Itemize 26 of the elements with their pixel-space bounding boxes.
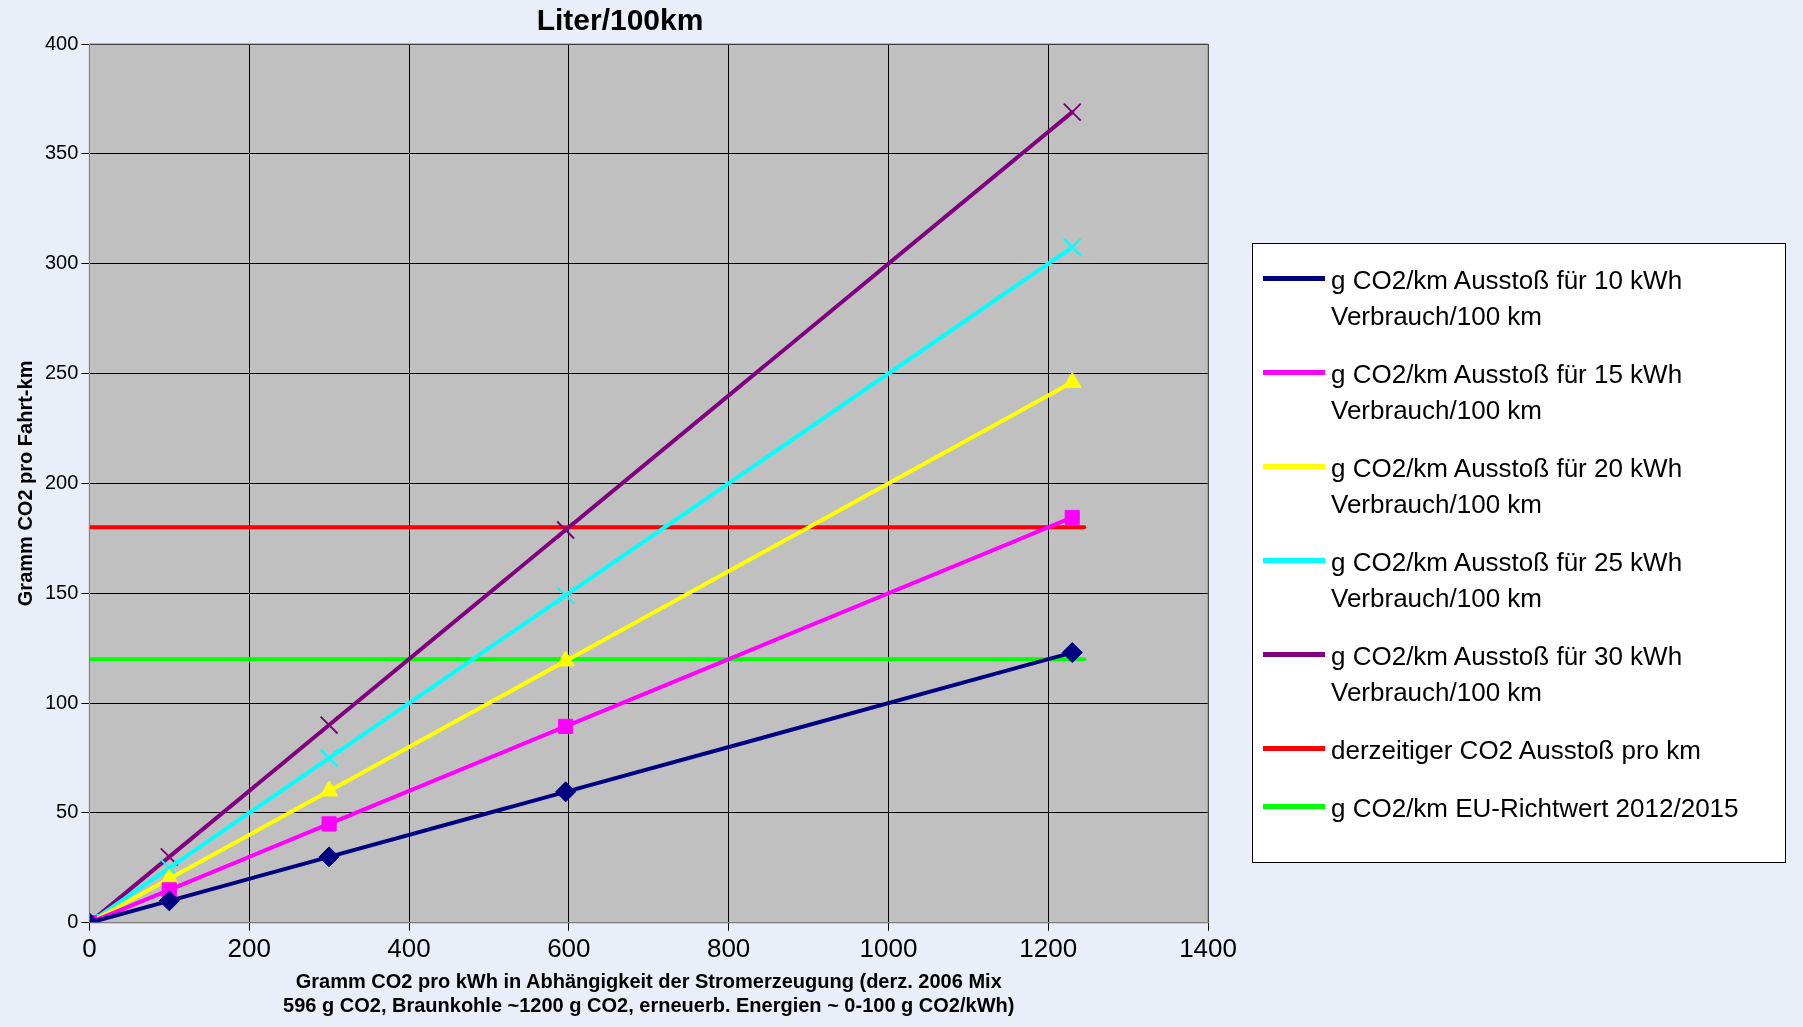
y-tick-label: 300 <box>44 251 79 274</box>
x-tick-label: 1400 <box>1179 932 1237 963</box>
x-axis-title: Gramm CO2 pro kWh in Abhängigkeit der Stromerzeugung (derz. 2006 Mix 596 g CO2, Braunkohle ~1200 g CO2, erneuerb. Energien ~ 0-100 g CO2/kWh) <box>283 969 1015 1016</box>
legend-label: derzeitiger CO2 Ausstoß pro km <box>1331 734 1701 767</box>
legend-label: g CO2/km EU-Richtwert 2012/2015 <box>1331 792 1739 825</box>
y-tick-label: 50 <box>56 800 79 823</box>
legend-label: g CO2/km Ausstoß für 25 kWh Verbrauch/100 km <box>1331 546 1684 615</box>
legend-label: g CO2/km Ausstoß für 15 kWh Verbrauch/100 km <box>1331 358 1684 427</box>
x-tick-label: 1200 <box>1019 932 1078 963</box>
y-tick-label: 150 <box>44 580 79 603</box>
x-tick-label: 600 <box>547 932 591 963</box>
y-tick-label: 0 <box>67 910 79 933</box>
x-tick-label: 800 <box>706 932 751 963</box>
legend-label: g CO2/km Ausstoß für 20 kWh Verbrauch/100 km <box>1331 452 1684 521</box>
y-tick-label: 200 <box>44 470 79 493</box>
chart-title: Liter/100km <box>536 3 704 37</box>
x-tick-label: 1000 <box>859 932 918 963</box>
y-tick-label: 400 <box>44 31 79 54</box>
x-tick-label: 200 <box>227 932 271 963</box>
y-tick-label: 100 <box>44 690 79 713</box>
legend-label: g CO2/km Ausstoß für 30 kWh Verbrauch/100 km <box>1331 640 1684 709</box>
y-tick-label: 250 <box>44 361 79 384</box>
y-axis-title: Gramm CO2 pro Fahrt-km <box>13 360 36 607</box>
y-tick-label: 350 <box>44 141 79 164</box>
legend-label: g CO2/km Ausstoß für 10 kWh Verbrauch/100 km <box>1331 264 1684 333</box>
x-tick-label: 400 <box>387 932 431 963</box>
